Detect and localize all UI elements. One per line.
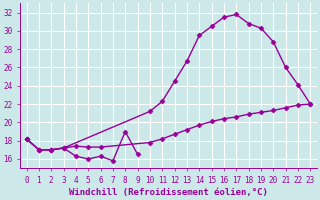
X-axis label: Windchill (Refroidissement éolien,°C): Windchill (Refroidissement éolien,°C) <box>69 188 268 197</box>
